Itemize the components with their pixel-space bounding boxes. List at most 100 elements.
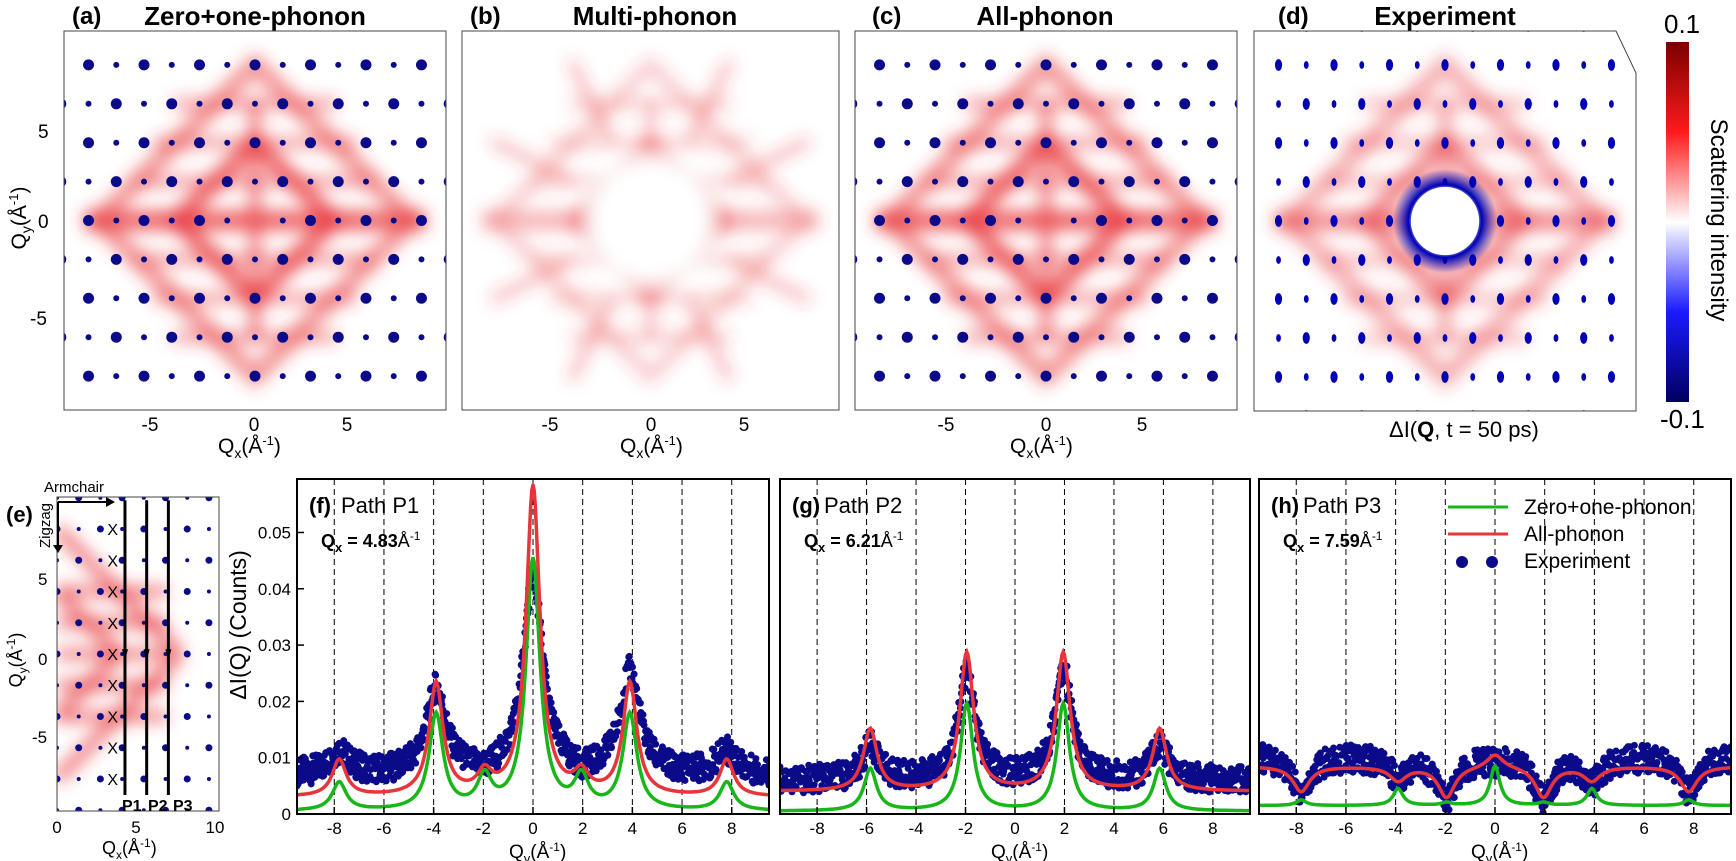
bragg-peak <box>1254 254 1255 266</box>
bragg-peak <box>932 100 939 107</box>
bragg-peak <box>1154 412 1160 418</box>
bragg-peak <box>141 683 146 688</box>
bragg-peak <box>183 650 191 658</box>
bragg-peak <box>185 683 190 688</box>
bragg-peak <box>1637 139 1642 147</box>
bragg-peak <box>1580 98 1588 110</box>
bragg-peak <box>197 412 203 418</box>
bragg-peak <box>959 139 966 146</box>
bragg-peak <box>1358 254 1366 266</box>
zigzag-label: Zigzag <box>37 503 54 548</box>
experiment-point <box>727 738 735 746</box>
bragg-peak <box>307 412 313 418</box>
bragg-peak <box>205 744 213 752</box>
experiment-point <box>1289 762 1297 770</box>
experiment-point <box>1407 778 1415 786</box>
bragg-peak <box>141 620 146 625</box>
bragg-peak <box>304 59 316 71</box>
bragg-peak <box>1469 332 1477 344</box>
bragg-peak <box>904 217 911 224</box>
bragg-peak <box>1358 332 1366 344</box>
map-c-content <box>855 23 1243 418</box>
bragg-peak <box>904 373 911 380</box>
bragg-peak <box>1580 410 1588 411</box>
bragg-peak <box>249 370 261 382</box>
bragg-peak <box>1331 178 1337 186</box>
path-label-p1: P1 <box>122 798 142 815</box>
map-a-xtick: 5 <box>342 415 353 436</box>
x-tick-label: 8 <box>727 819 736 838</box>
cut-marker: X <box>107 709 118 726</box>
bragg-peak <box>1043 100 1049 107</box>
bragg-peak <box>1607 371 1616 383</box>
bragg-peak <box>76 589 81 594</box>
x-axis-label: Qy(Å-1) <box>991 840 1048 861</box>
map-c-tag: (c) <box>872 3 901 30</box>
bragg-peak <box>1015 217 1022 224</box>
bragg-peak <box>1580 176 1588 188</box>
experiment-point <box>417 744 425 752</box>
bragg-peak <box>985 59 997 71</box>
experiment-caption: ΔI(Q, t = 50 ps) <box>1389 417 1539 442</box>
bragg-peak <box>390 373 397 380</box>
bragg-peak <box>75 806 83 811</box>
experiment-point <box>495 759 503 767</box>
bragg-peak <box>1609 178 1614 186</box>
y-tick-label: 0.01 <box>258 749 291 768</box>
bragg-peak <box>196 100 203 107</box>
diffuse-diamond <box>57 586 124 659</box>
bragg-peak <box>1126 139 1133 146</box>
experiment-point <box>457 755 465 763</box>
bragg-peak <box>1274 371 1283 383</box>
bragg-peak <box>1068 253 1080 265</box>
bragg-peak <box>1332 412 1337 420</box>
bragg-peak <box>277 98 289 110</box>
bragg-peak <box>1635 410 1636 411</box>
x-tick-label: 8 <box>1689 819 1698 838</box>
path-arrowhead <box>165 649 172 661</box>
bragg-peak <box>113 409 119 410</box>
bragg-peak <box>446 295 452 301</box>
bragg-peak <box>1015 139 1022 146</box>
bragg-peak <box>183 775 191 783</box>
x-tick-label: -6 <box>376 819 391 838</box>
bragg-peak <box>1098 334 1105 341</box>
bragg-peak <box>1276 256 1281 264</box>
experiment-point <box>1439 779 1447 787</box>
bragg-peak <box>1153 334 1160 341</box>
map-c-heatmap <box>855 23 1243 418</box>
bragg-peak <box>1012 253 1024 265</box>
bragg-peak <box>75 681 83 689</box>
map-d-heatmap <box>1254 22 1642 420</box>
x-tick-label: 4 <box>628 819 637 838</box>
bragg-peak <box>1126 409 1132 410</box>
cut-marker: X <box>107 741 118 758</box>
bragg-peak <box>221 98 233 110</box>
bragg-peak <box>904 31 910 32</box>
x-tick-label: -4 <box>908 819 923 838</box>
bragg-peak <box>444 409 455 420</box>
bragg-peak <box>1154 23 1160 29</box>
bragg-peak <box>1554 22 1559 30</box>
bragg-peak <box>1153 256 1160 263</box>
path-arrowhead <box>121 649 128 661</box>
bragg-peak <box>1359 139 1365 147</box>
experiment-point <box>935 756 943 764</box>
bragg-peak <box>1274 137 1283 149</box>
experiment-point <box>1503 748 1511 756</box>
bragg-peak <box>141 256 148 263</box>
x-tick-label: -4 <box>426 819 441 838</box>
experiment-point <box>607 744 615 752</box>
bragg-peak <box>362 178 369 185</box>
bragg-peak <box>1525 295 1531 303</box>
bragg-peak <box>1330 293 1338 305</box>
bragg-peak <box>307 334 314 341</box>
bragg-peak <box>1237 295 1243 301</box>
experiment-point <box>691 760 699 768</box>
legend-label-all: All-phonon <box>1524 523 1624 546</box>
bragg-peak <box>1302 254 1310 266</box>
experiment-point <box>668 769 676 777</box>
bragg-peak <box>1637 217 1642 225</box>
panel-e-tag: (e) <box>6 502 33 527</box>
bragg-peak <box>138 137 150 149</box>
